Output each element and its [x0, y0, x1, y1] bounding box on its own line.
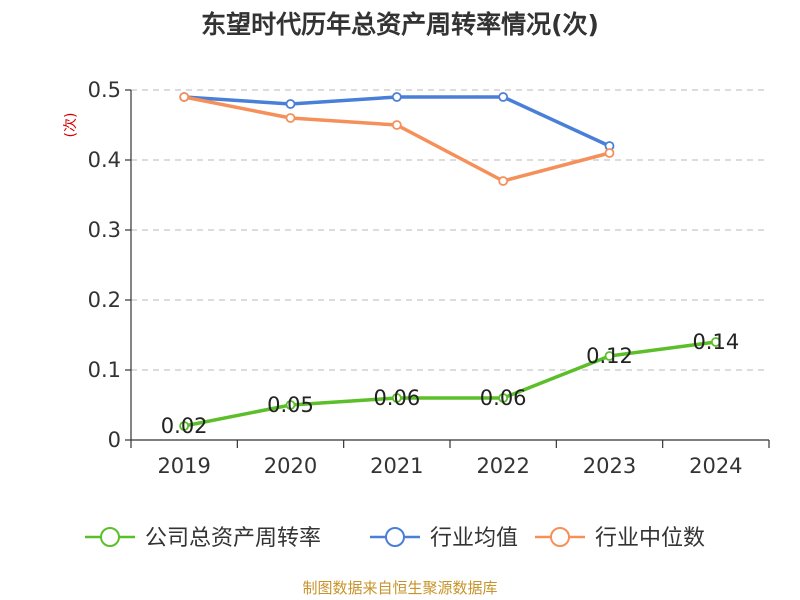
data-point	[179, 421, 190, 431]
x-tick-label: 2023	[583, 454, 636, 478]
y-tick-label: 0.5	[88, 78, 121, 102]
data-point	[498, 393, 509, 403]
legend-marker	[385, 527, 405, 547]
data-point	[285, 400, 296, 410]
legend-marker	[100, 527, 120, 547]
x-tick-label: 2021	[370, 454, 423, 478]
y-tick-label: 0.3	[88, 218, 121, 242]
legend-label: 公司总资产周转率	[145, 526, 321, 551]
y-tick-label: 0.4	[88, 148, 121, 172]
y-axis-label: (次)	[63, 113, 79, 138]
data-point	[391, 92, 402, 102]
y-tick-label: 0	[108, 428, 121, 452]
data-point	[604, 351, 615, 361]
y-tick-label: 0.1	[88, 358, 121, 382]
y-tick-label: 0.2	[88, 288, 121, 312]
data-label: 0.14	[692, 330, 739, 354]
data-labels: 0.02 0.05 0.06 0.06 0.12 0.14	[161, 330, 739, 438]
source-note: 制图数据来自恒生聚源数据库	[302, 579, 497, 597]
data-point	[179, 92, 190, 102]
data-point	[285, 99, 296, 109]
data-label: 0.02	[161, 414, 208, 438]
legend-label: 行业中位数	[595, 526, 705, 551]
data-point	[391, 120, 402, 130]
data-point	[604, 148, 615, 158]
gridlines	[131, 89, 769, 371]
legend-marker	[550, 527, 570, 547]
legend-label: 行业均值	[430, 526, 518, 551]
x-tick-label: 2019	[157, 454, 210, 478]
x-tick-label: 2020	[264, 454, 317, 478]
data-label: 0.06	[373, 386, 420, 410]
data-point	[391, 393, 402, 403]
series-line-2	[183, 95, 610, 183]
data-label: 0.12	[586, 344, 633, 368]
series-lines	[179, 92, 721, 431]
chart-title: 东望时代历年总资产周转率情况(次)	[201, 10, 599, 39]
legend: 公司总资产周转率 行业均值 行业中位数	[85, 526, 705, 551]
data-point	[498, 176, 509, 186]
data-label: 0.05	[267, 393, 314, 417]
data-point	[710, 337, 721, 347]
data-point	[285, 113, 296, 123]
x-tick-label: 2022	[476, 454, 529, 478]
x-tick-label: 2024	[689, 454, 742, 478]
data-point	[498, 92, 509, 102]
axes: 0 0.1 0.2 0.3 0.4 0.5 2019 2020 2021 2022 2023 2024	[88, 78, 770, 478]
data-label: 0.06	[480, 386, 527, 410]
series-line-0	[183, 340, 717, 428]
